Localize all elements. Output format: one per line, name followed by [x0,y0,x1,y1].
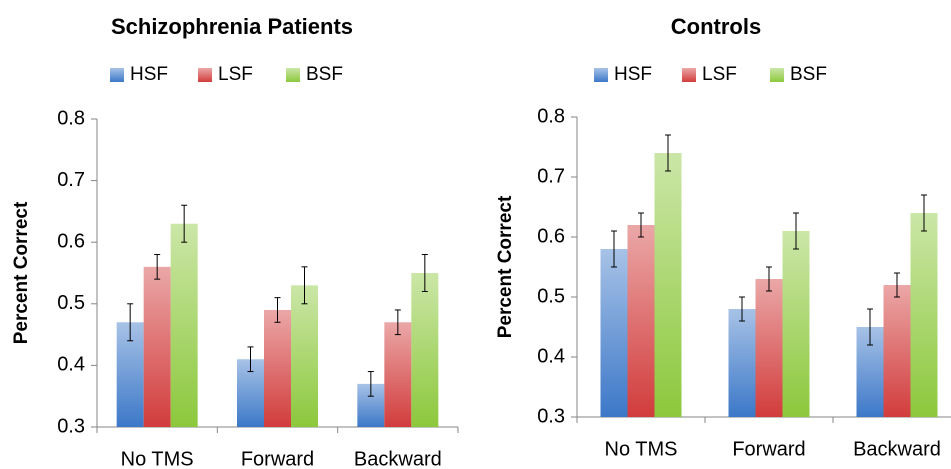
y-axis-label: Percent Correct [495,195,516,338]
error-bar [638,212,644,238]
bar [411,273,439,427]
legend-swatch [110,68,124,82]
y-tick-label: 0.8 [57,107,85,129]
error-bar [611,230,617,268]
error-bar [154,254,161,280]
legend-swatch [286,68,300,82]
legend-label: BSF [306,64,343,85]
bar [264,309,291,427]
bar [910,213,938,417]
legend-label: LSF [702,64,737,85]
chart-title: Schizophrenia Patients [111,14,353,39]
legend-swatch [770,68,784,82]
bar [755,279,783,417]
error-bar [301,266,308,305]
error-bar [394,309,401,336]
y-tick-label: 0.4 [57,354,85,376]
y-tick-label: 0.8 [537,105,565,127]
x-tick-label: Forward [241,448,314,469]
error-bar [739,296,745,322]
x-tick-label: No TMS [605,438,678,460]
legend-label: LSF [218,64,253,85]
legend-swatch [594,68,608,82]
error-bar [867,308,873,346]
error-bar [665,134,671,172]
bar [883,285,911,417]
y-tick-label: 0.6 [57,230,85,252]
legend-label: HSF [130,64,168,85]
legend-swatch [682,68,696,82]
y-tick-label: 0.7 [57,169,85,191]
error-bar [766,266,772,292]
error-bar [793,212,799,250]
y-tick-label: 0.3 [537,405,565,427]
bar [143,266,171,427]
y-tick-label: 0.5 [57,292,85,314]
x-tick-label: Forward [732,438,805,460]
bar [782,231,810,417]
error-bar [247,346,254,373]
x-tick-label: Backward [853,438,941,460]
chart-title: Controls [671,14,761,39]
error-bar [367,371,374,397]
y-tick-label: 0.6 [537,225,565,247]
bar [627,225,655,417]
bar [654,153,682,417]
bar [291,285,318,427]
x-tick-label: No TMS [121,448,194,469]
error-bar [894,272,900,298]
bar [600,249,628,417]
error-bar [274,297,281,323]
bar [728,309,756,417]
error-bar [921,194,927,232]
y-tick-label: 0.3 [57,415,85,437]
y-tick-label: 0.4 [537,345,565,367]
y-tick-label: 0.5 [537,285,565,307]
error-bar [127,303,134,342]
error-bar [421,254,428,292]
legend-label: HSF [614,64,652,85]
bar [384,322,412,427]
legend-swatch [198,68,212,82]
legend-label: BSF [790,64,827,85]
bar [170,223,198,427]
y-tick-label: 0.7 [537,165,565,187]
y-axis-label: Percent Correct [11,201,32,344]
error-bar [181,204,188,243]
x-tick-label: Backward [354,448,442,469]
